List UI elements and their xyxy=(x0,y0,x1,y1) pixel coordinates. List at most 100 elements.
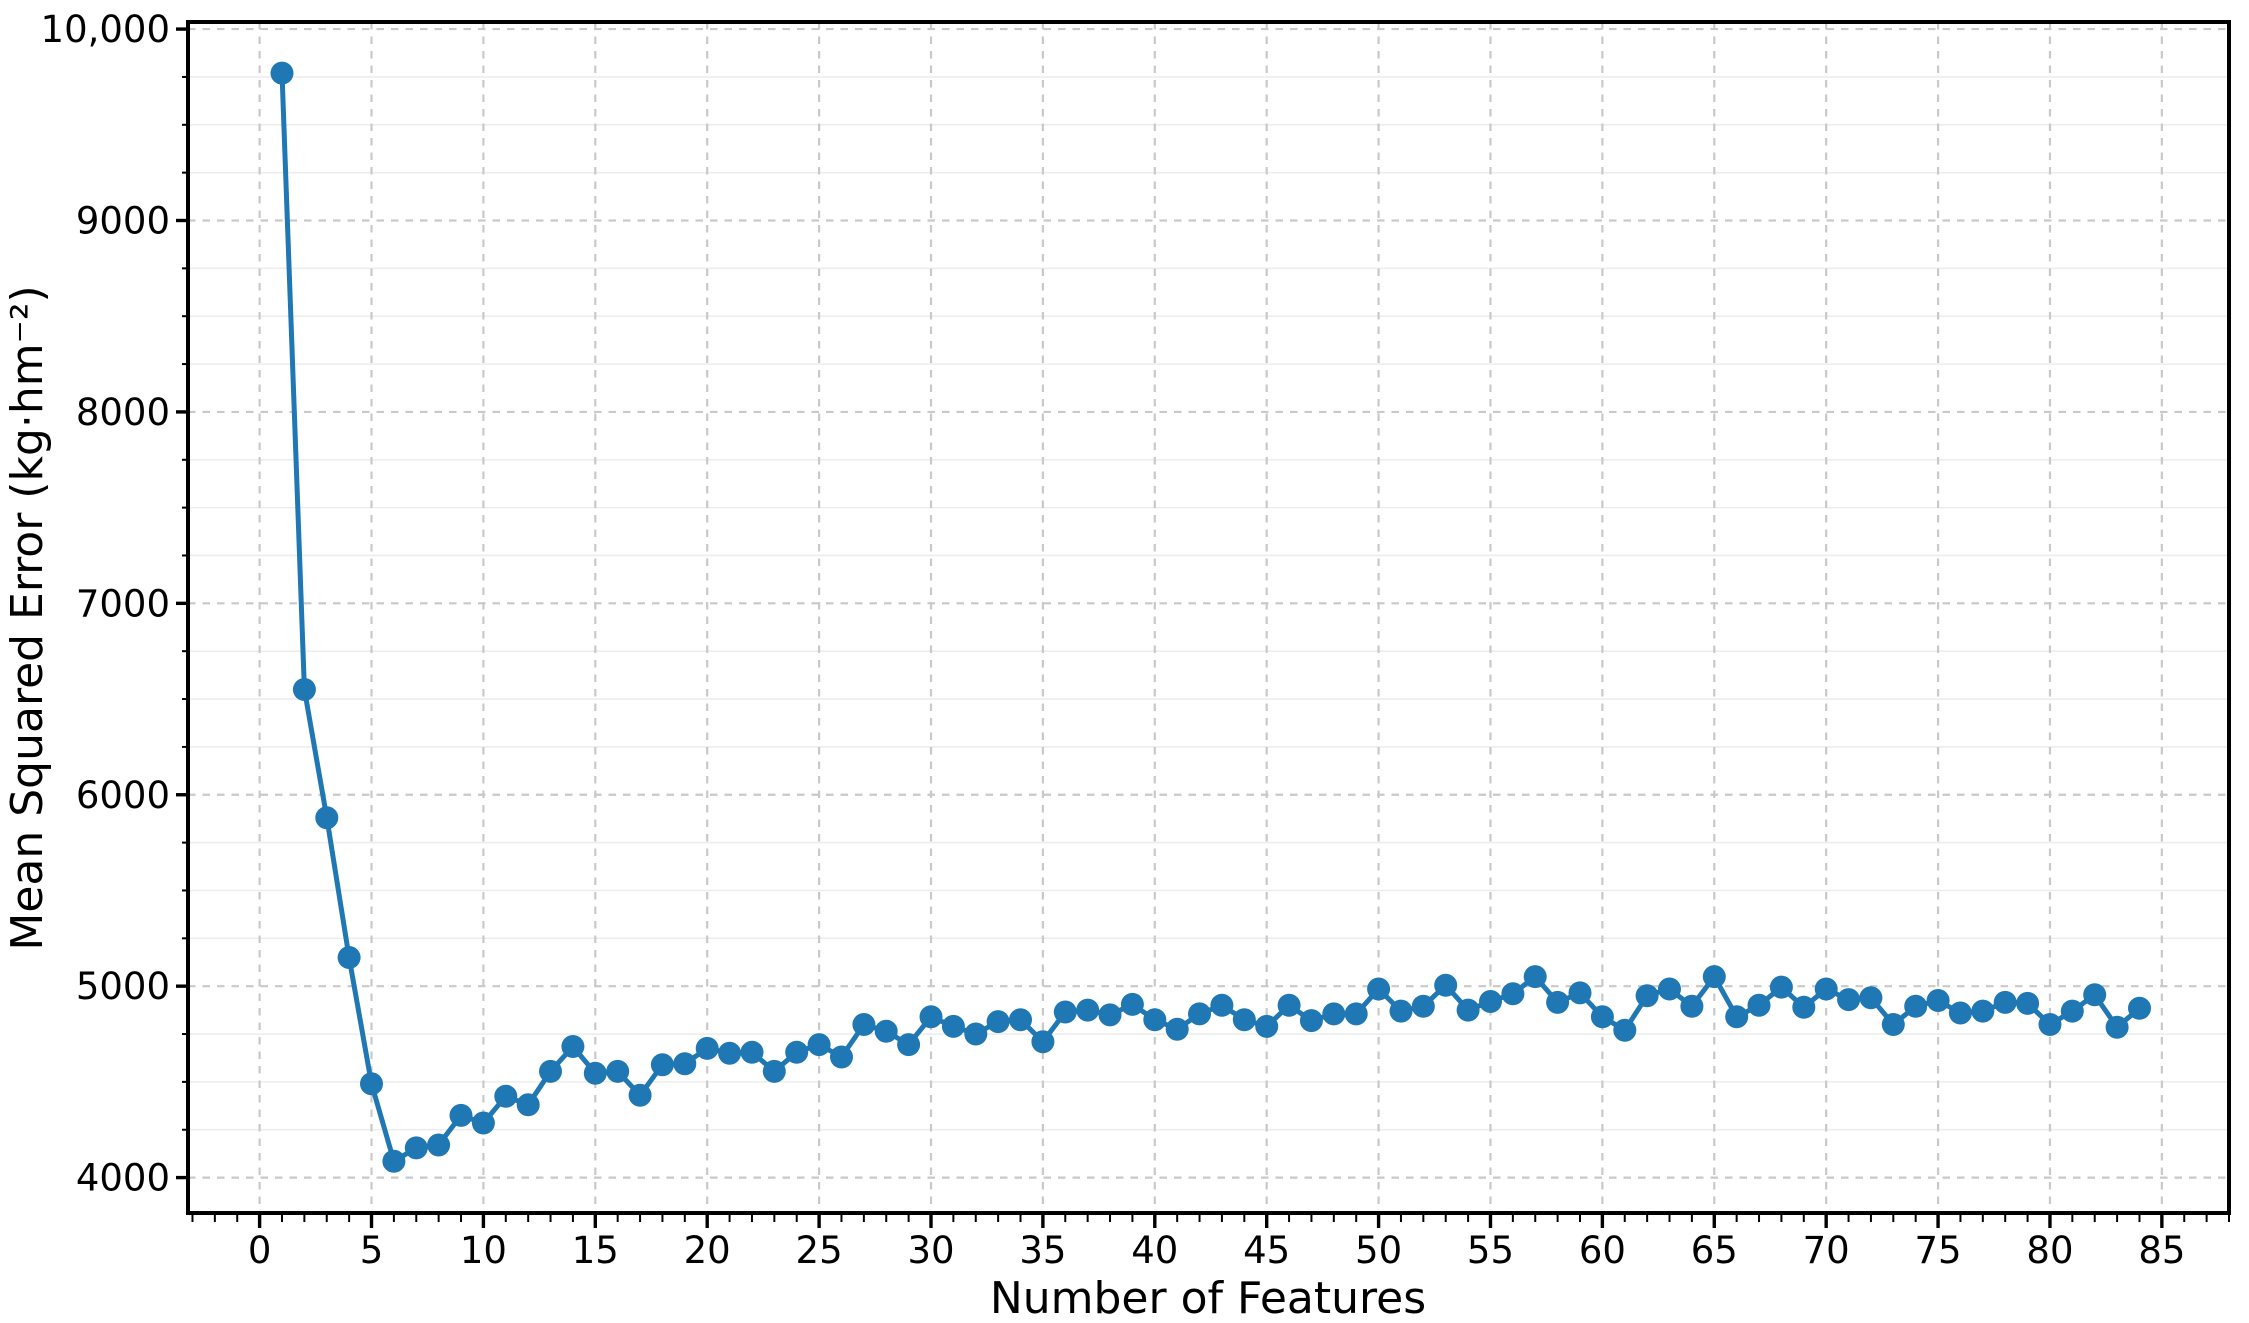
x-tick-label: 50 xyxy=(1355,1229,1402,1272)
data-point xyxy=(964,1022,988,1046)
data-point xyxy=(1053,1000,1077,1024)
data-point xyxy=(1255,1014,1279,1038)
y-tick-label: 8000 xyxy=(76,391,170,434)
data-point xyxy=(852,1013,876,1036)
data-point xyxy=(561,1035,585,1058)
data-point xyxy=(315,806,339,830)
data-point xyxy=(427,1133,451,1157)
data-point xyxy=(2016,991,2040,1015)
data-point xyxy=(516,1093,540,1117)
x-tick-label: 80 xyxy=(2026,1229,2073,1272)
data-point xyxy=(941,1014,965,1038)
data-point xyxy=(1367,977,1391,1001)
data-point xyxy=(740,1040,764,1064)
data-point xyxy=(1344,1002,1368,1026)
x-tick-label: 75 xyxy=(1915,1229,1962,1272)
data-point xyxy=(1501,982,1525,1006)
y-tick-label: 4000 xyxy=(76,1157,170,1200)
data-point xyxy=(2083,983,2107,1007)
data-point xyxy=(1680,994,1704,1018)
data-point xyxy=(2128,996,2151,1020)
x-tick-label: 0 xyxy=(248,1229,272,1272)
data-point xyxy=(1993,990,2017,1014)
data-point xyxy=(1658,977,1681,1001)
plot-border xyxy=(186,20,2231,1215)
data-point xyxy=(360,1072,383,1096)
y-tick-label: 7000 xyxy=(76,582,170,625)
major-gridlines xyxy=(188,22,2229,1213)
data-point xyxy=(1948,1001,1972,1025)
x-tick-label: 65 xyxy=(1691,1229,1738,1272)
data-point xyxy=(1971,999,1995,1023)
x-tick-label: 70 xyxy=(1803,1229,1850,1272)
data-point xyxy=(1814,977,1838,1001)
data-point xyxy=(986,1010,1010,1034)
tick-labels: 0 5 10 15 20 25 30 35 40 45 50 55 60 65 70 75 80 85 4000 50… xyxy=(41,8,2186,1272)
data-point xyxy=(471,1111,495,1135)
x-tick-label: 30 xyxy=(907,1229,954,1272)
data-point xyxy=(830,1045,853,1069)
data-point xyxy=(695,1036,719,1060)
data-point xyxy=(807,1033,831,1057)
data-point xyxy=(494,1084,518,1108)
data-point xyxy=(1389,999,1413,1023)
x-tick-label: 85 xyxy=(2138,1229,2185,1272)
y-tick-label: 5000 xyxy=(76,965,170,1008)
y-axis-title: Mean Squared Error (kg·hm⁻²) xyxy=(2,285,53,950)
data-point xyxy=(583,1061,607,1085)
y-tick-label: 9000 xyxy=(76,200,170,243)
data-point xyxy=(1143,1008,1167,1032)
data-point xyxy=(1479,990,1502,1013)
data-point xyxy=(785,1040,809,1064)
x-tick-label: 40 xyxy=(1131,1229,1178,1272)
data-point xyxy=(270,61,294,85)
axes xyxy=(176,20,2231,1228)
data-point xyxy=(1411,994,1435,1018)
data-point xyxy=(1120,992,1144,1016)
data-point xyxy=(606,1059,630,1083)
data-point xyxy=(382,1149,406,1173)
data-point xyxy=(1568,981,1592,1005)
data-point xyxy=(1590,1005,1614,1029)
data-point xyxy=(1277,993,1301,1017)
data-point xyxy=(1837,988,1861,1012)
data-point xyxy=(874,1019,898,1043)
data-point xyxy=(1792,995,1816,1019)
data-point xyxy=(1523,965,1547,989)
data-point xyxy=(2105,1015,2129,1039)
x-tick-label: 20 xyxy=(684,1229,731,1272)
data-point xyxy=(1009,1008,1032,1032)
y-tick-label: 6000 xyxy=(76,774,170,817)
x-tick-label: 25 xyxy=(796,1229,843,1272)
data-point xyxy=(1210,993,1234,1017)
data-point xyxy=(337,946,361,969)
data-points xyxy=(270,61,2151,1173)
x-tick-label: 5 xyxy=(360,1229,384,1272)
data-point xyxy=(449,1103,473,1127)
data-point xyxy=(539,1059,562,1083)
data-point xyxy=(1859,986,1883,1010)
data-point xyxy=(2038,1013,2062,1036)
data-point xyxy=(1635,984,1659,1008)
data-point xyxy=(1747,993,1771,1017)
x-axis-title: Number of Features xyxy=(990,1273,1426,1323)
x-tick-label: 10 xyxy=(460,1229,507,1272)
y-tick-label: 10,000 xyxy=(41,8,170,51)
data-point xyxy=(1076,998,1100,1022)
data-point xyxy=(1188,1002,1211,1026)
x-tick-label: 55 xyxy=(1467,1229,1514,1272)
data-point xyxy=(1434,973,1458,997)
minor-gridlines xyxy=(188,76,2229,1131)
data-point xyxy=(1904,994,1928,1018)
data-point xyxy=(1725,1005,1749,1029)
data-point xyxy=(1546,990,1570,1014)
data-point xyxy=(919,1005,943,1029)
data-point xyxy=(1456,998,1480,1022)
data-point xyxy=(673,1052,697,1076)
data-point xyxy=(628,1083,652,1107)
data-point xyxy=(897,1033,921,1057)
data-point xyxy=(1881,1013,1905,1036)
data-point xyxy=(1613,1018,1637,1042)
